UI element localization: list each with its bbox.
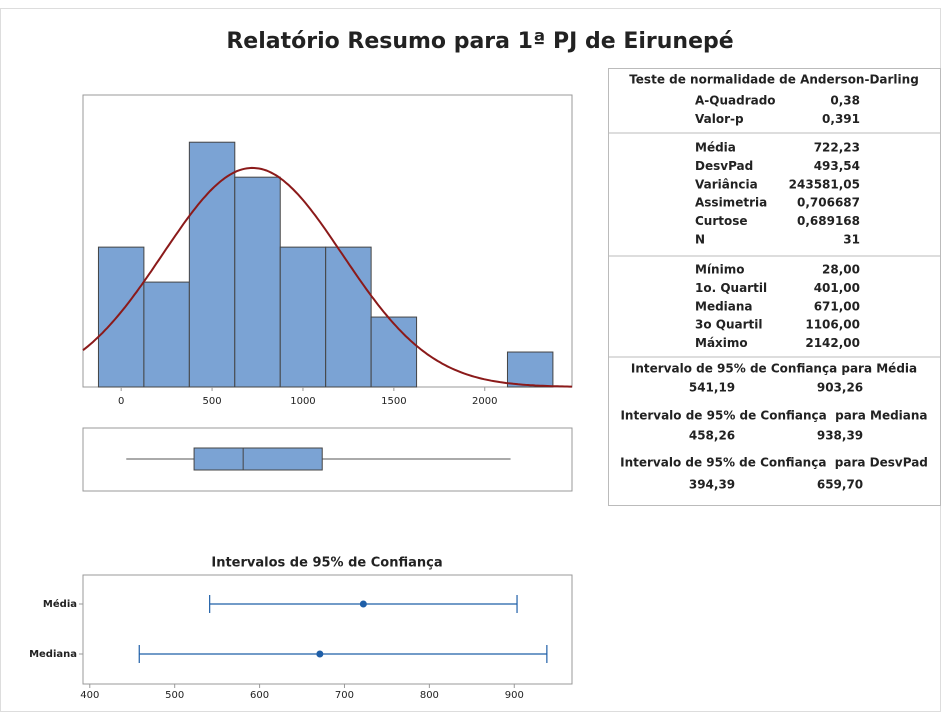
stat-value: 243581,05 (789, 177, 860, 191)
interval-point (359, 600, 367, 608)
ci-low: 394,39 (689, 478, 735, 492)
stat-value: 493,54 (814, 159, 860, 173)
ci-high: 938,39 (817, 429, 863, 443)
report-title: Relatório Resumo para 1ª PJ de Eirunepé (226, 29, 733, 54)
stat-value: 0,38 (830, 94, 860, 108)
stat-value: 2142,00 (805, 336, 860, 350)
interval-title: Intervalos de 95% de Confiança (211, 556, 442, 571)
stat-value: 0,706687 (797, 196, 860, 210)
x-tick-label: 800 (420, 690, 439, 701)
stat-value: 401,00 (814, 281, 860, 295)
bar (143, 281, 190, 388)
x-tick-label: 500 (203, 396, 222, 407)
bar (506, 351, 554, 388)
x-tick-label: 500 (165, 690, 184, 701)
stat-label: Curtose (695, 214, 748, 228)
stat-value: 0,391 (822, 112, 860, 126)
bar (188, 141, 236, 388)
stat-label: Mediana (695, 299, 753, 313)
ci-high: 659,70 (817, 478, 863, 492)
stat-label: DesvPad (695, 159, 753, 173)
fit-curve (82, 166, 572, 388)
stat-value: 0,689168 (797, 214, 860, 228)
x-tick-label: 1000 (290, 396, 315, 407)
stat-label: Valor-p (695, 112, 744, 126)
ci-title: Intervalo de 95% de Confiança para Média (631, 362, 917, 376)
bar (279, 246, 327, 388)
stat-label: N (695, 233, 705, 247)
x-tick-label: 400 (80, 690, 99, 701)
x-tick-label: 2000 (472, 396, 497, 407)
ci-title: Intervalo de 95% de Confiança para Media… (620, 409, 927, 423)
stat-value: 1106,00 (805, 318, 860, 332)
x-tick-label: 900 (505, 690, 524, 701)
stat-value: 671,00 (814, 299, 860, 313)
boxplot-frame (82, 427, 573, 492)
interval-point (316, 650, 324, 658)
x-tick-label: 1500 (381, 396, 406, 407)
bar (370, 316, 418, 388)
stat-label: 1o. Quartil (695, 281, 767, 295)
stat-value: 28,00 (822, 263, 860, 277)
x-tick-label: 700 (335, 690, 354, 701)
x-tick-label: 600 (250, 690, 269, 701)
bar (325, 246, 372, 388)
stat-label: A-Quadrado (695, 94, 776, 108)
stat-label: 3o Quartil (695, 318, 763, 332)
stat-value: 31 (843, 233, 860, 247)
ci-high: 903,26 (817, 381, 863, 395)
stat-label: Mínimo (695, 263, 744, 277)
stat-label: Média (695, 141, 736, 155)
stat-label: Máximo (695, 336, 748, 350)
ci-low: 458,26 (689, 429, 735, 443)
interval-frame (82, 574, 573, 685)
stat-label: Variância (695, 177, 758, 191)
ci-title: Intervalo de 95% de Confiança para DesvP… (620, 456, 928, 470)
stats-header: Teste de normalidade de Anderson-Darling (629, 73, 919, 87)
bar (234, 176, 281, 388)
bar (97, 246, 145, 388)
x-tick-label: 0 (118, 396, 124, 407)
ci-low: 541,19 (689, 381, 735, 395)
stat-label: Assimetria (695, 196, 767, 210)
stats-table (608, 68, 941, 506)
box (193, 447, 323, 471)
y-category-label: Mediana (29, 649, 77, 660)
stat-value: 722,23 (814, 141, 860, 155)
y-category-label: Média (43, 598, 77, 610)
